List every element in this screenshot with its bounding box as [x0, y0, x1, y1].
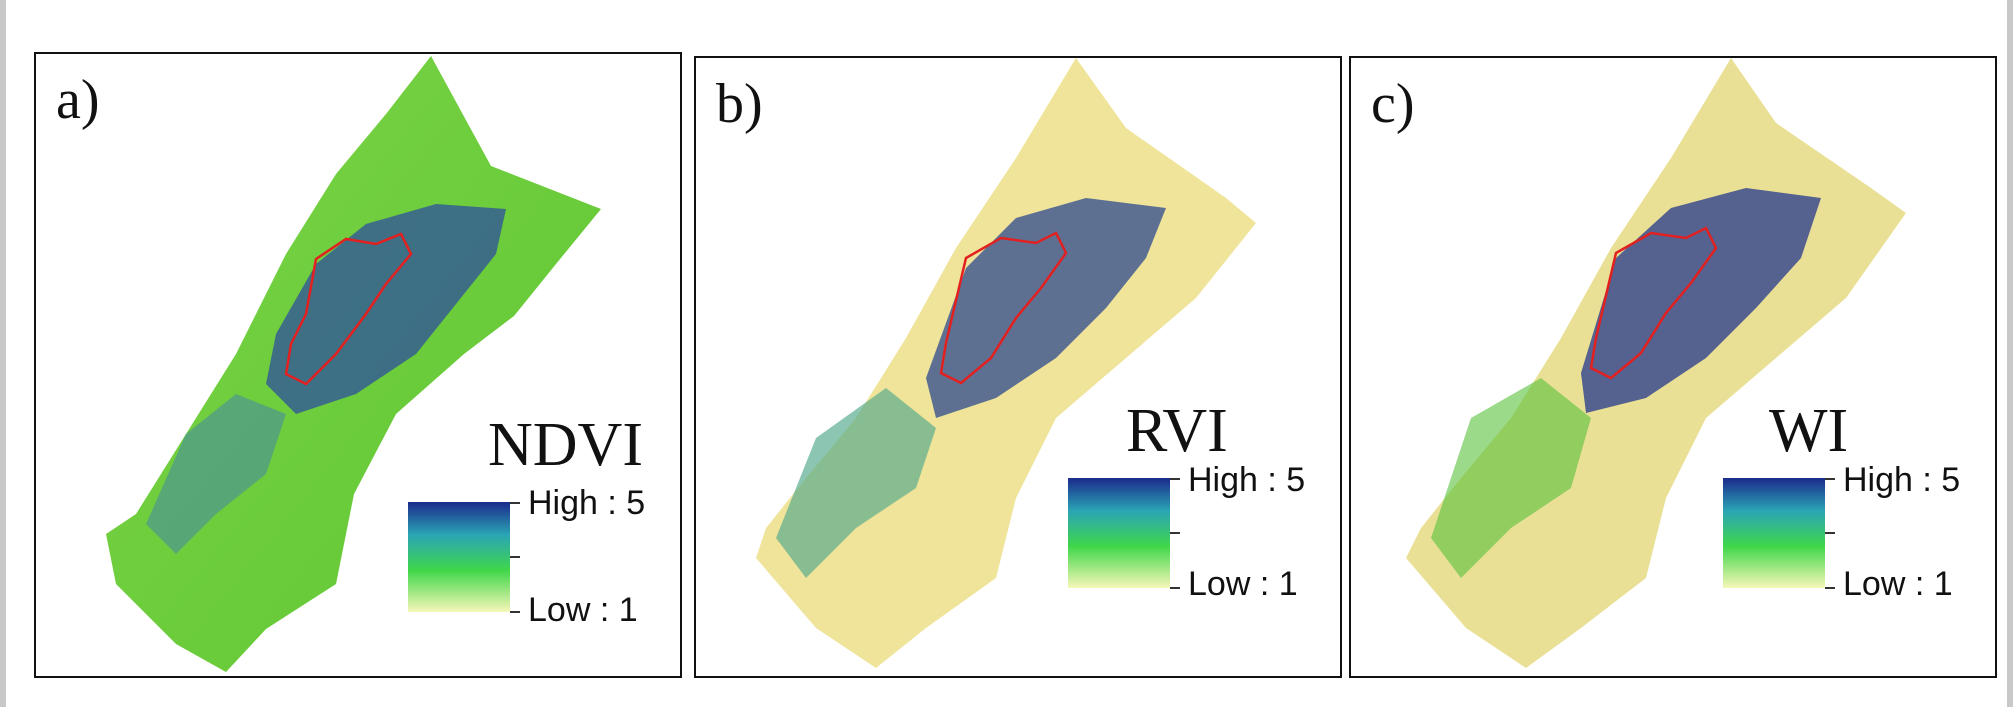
legend-tick	[510, 502, 520, 504]
mixed-zone	[776, 388, 936, 578]
legend-color-ramp	[1723, 478, 1825, 588]
panel-label: a)	[56, 69, 100, 131]
legend-tick	[1825, 587, 1835, 589]
legend-tick	[510, 611, 520, 613]
green-zone	[1431, 378, 1591, 578]
panel-label: b)	[716, 73, 763, 135]
legend-low-label: Low : 1	[528, 591, 638, 629]
map-panel-rvi: b) RVI High : 5 Low : 1	[694, 56, 1342, 678]
legend-high-label: High : 5	[1188, 461, 1306, 499]
boundary-outline	[284, 232, 413, 386]
legend-tick	[1170, 532, 1180, 534]
legend-high-label: High : 5	[528, 484, 646, 522]
legend-tick	[510, 556, 520, 558]
dense-vegetation-zone	[266, 204, 506, 414]
legend-tick	[1825, 532, 1835, 534]
dense-vegetation-zone	[1581, 188, 1821, 413]
legend-color-ramp	[408, 502, 510, 612]
index-title: WI	[1769, 397, 1849, 465]
legend-low-label: Low : 1	[1188, 565, 1298, 603]
index-title: NDVI	[488, 411, 643, 479]
rvi-map	[756, 58, 1256, 668]
ndvi-map	[106, 56, 601, 672]
map-panel-wi: c) WI High : 5 Low : 1	[1349, 56, 1997, 678]
legend-tick	[1170, 478, 1180, 480]
legend-high-label: High : 5	[1843, 461, 1961, 499]
boundary-outline	[1589, 226, 1718, 380]
wi-map	[1406, 58, 1906, 668]
index-title: RVI	[1126, 397, 1228, 465]
mixed-zone	[146, 394, 286, 554]
boundary-outline	[939, 231, 1068, 385]
legend-color-ramp	[1068, 478, 1170, 588]
legend-tick	[1170, 587, 1180, 589]
legend-tick	[1825, 478, 1835, 480]
map-panel-ndvi: a) NDVI High : 5 Low : 1	[34, 52, 682, 678]
panel-label: c)	[1371, 73, 1415, 135]
legend-low-label: Low : 1	[1843, 565, 1953, 603]
